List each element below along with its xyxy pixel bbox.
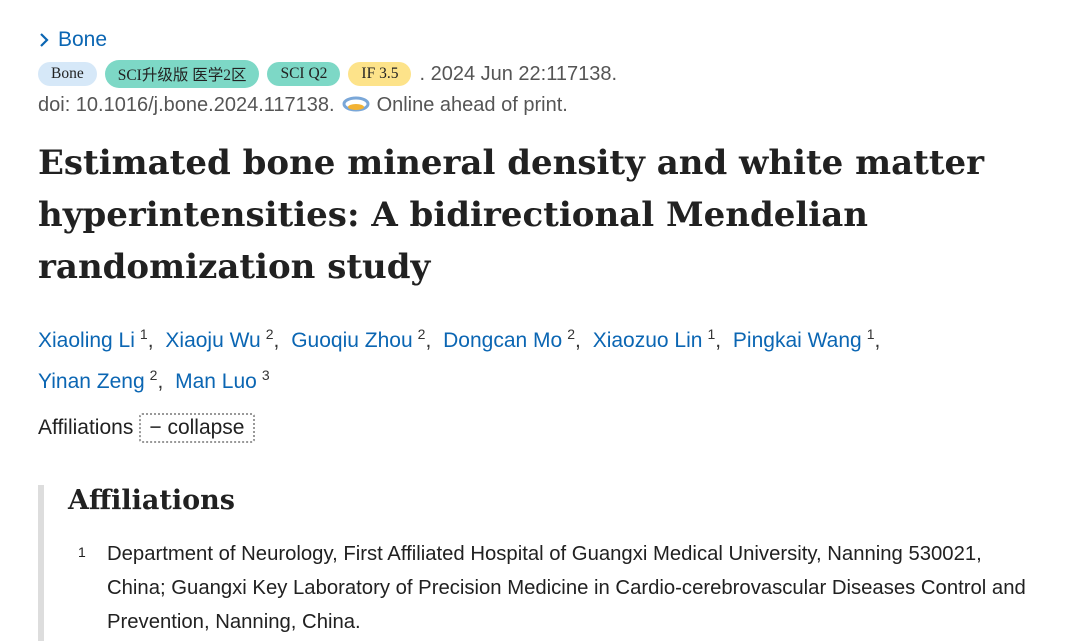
article-title: Estimated bone mineral density and white… <box>38 143 985 287</box>
journal-link[interactable]: Bone <box>38 24 1038 56</box>
author-name[interactable]: Xiaozuo Lin <box>592 329 703 352</box>
status: Online ahead of print. <box>376 94 568 116</box>
citation: . 2024 Jun 22:117138. <box>419 62 618 85</box>
author-name[interactable]: Xiaoling Li <box>38 329 135 352</box>
separator: , <box>874 329 881 352</box>
affiliations-panel: Affiliations 1 Department of Neurology, F… <box>38 485 1044 641</box>
author: Man Luo 3 <box>175 367 270 393</box>
article-header: Bone Bone SCI升级版 医学2区 SCI Q2 IF 3.5 . 20… <box>38 24 1038 443</box>
author: Dongcan Mo 2, <box>443 326 587 352</box>
separator: , <box>715 329 722 352</box>
author-name[interactable]: Man Luo <box>175 370 257 393</box>
toggle-label: Affiliations <box>38 416 134 439</box>
author-affiliation[interactable]: 1 <box>707 326 716 342</box>
author-name[interactable]: Guoqiu Zhou <box>291 329 413 352</box>
meta-line: Bone SCI升级版 医学2区 SCI Q2 IF 3.5 . 2024 Ju… <box>38 58 1038 90</box>
author-name[interactable]: Yinan Zeng <box>38 370 145 393</box>
collapse-button[interactable]: − collapse <box>139 413 255 443</box>
author-affiliation[interactable]: 1 <box>139 326 148 342</box>
author-affiliation[interactable]: 2 <box>265 326 274 342</box>
separator: , <box>157 370 164 393</box>
affiliation-text: Department of Neurology, First Affiliate… <box>107 543 1026 633</box>
separator: , <box>575 329 581 352</box>
separator: , <box>425 329 432 352</box>
author-name[interactable]: Pingkai Wang <box>732 329 862 352</box>
badge: Bone <box>38 62 97 86</box>
author-list: Xiaoling Li 1, Xiaoju Wu 2, Guoqiu Zhou 2, … <box>38 317 998 399</box>
author: Yinan Zeng 2, <box>38 367 169 393</box>
author: Pingkai Wang 1, <box>732 326 886 352</box>
separator: , <box>147 329 154 352</box>
author-name[interactable]: Xiaoju Wu <box>165 329 261 352</box>
author-affiliation[interactable]: 2 <box>567 326 575 342</box>
author-affiliation[interactable]: 2 <box>417 326 426 342</box>
status-icon <box>342 96 370 111</box>
author-affiliation[interactable]: 1 <box>866 326 875 342</box>
author-name[interactable]: Dongcan Mo <box>443 329 563 352</box>
author-affiliation[interactable]: 2 <box>149 367 158 383</box>
author: Guoqiu Zhou 2, <box>291 326 437 352</box>
author: Xiaoling Li 1, <box>38 326 160 352</box>
author: Xiaoju Wu 2, <box>165 326 285 352</box>
affiliations-heading: Affiliations <box>68 485 235 516</box>
chevron-icon <box>40 33 49 47</box>
author-affiliation[interactable]: 3 <box>261 367 270 383</box>
separator: , <box>273 329 280 352</box>
doi[interactable]: doi: 10.1016/j.bone.2024.117138. <box>38 94 335 116</box>
affiliation-number: 1 <box>78 544 86 560</box>
badge: SCI Q2 <box>267 62 341 86</box>
journal-name[interactable]: Bone <box>58 28 108 51</box>
author: Xiaozuo Lin 1, <box>592 326 727 352</box>
badge: IF 3.5 <box>348 62 412 86</box>
doi-line: doi: 10.1016/j.bone.2024.117138. Online … <box>38 94 1038 117</box>
affiliations-toggle: Affiliations − collapse <box>38 413 1038 443</box>
badge: SCI升级版 医学2区 <box>104 60 260 88</box>
affiliation: 1 Department of Neurology, First Affiliat… <box>78 537 1044 639</box>
